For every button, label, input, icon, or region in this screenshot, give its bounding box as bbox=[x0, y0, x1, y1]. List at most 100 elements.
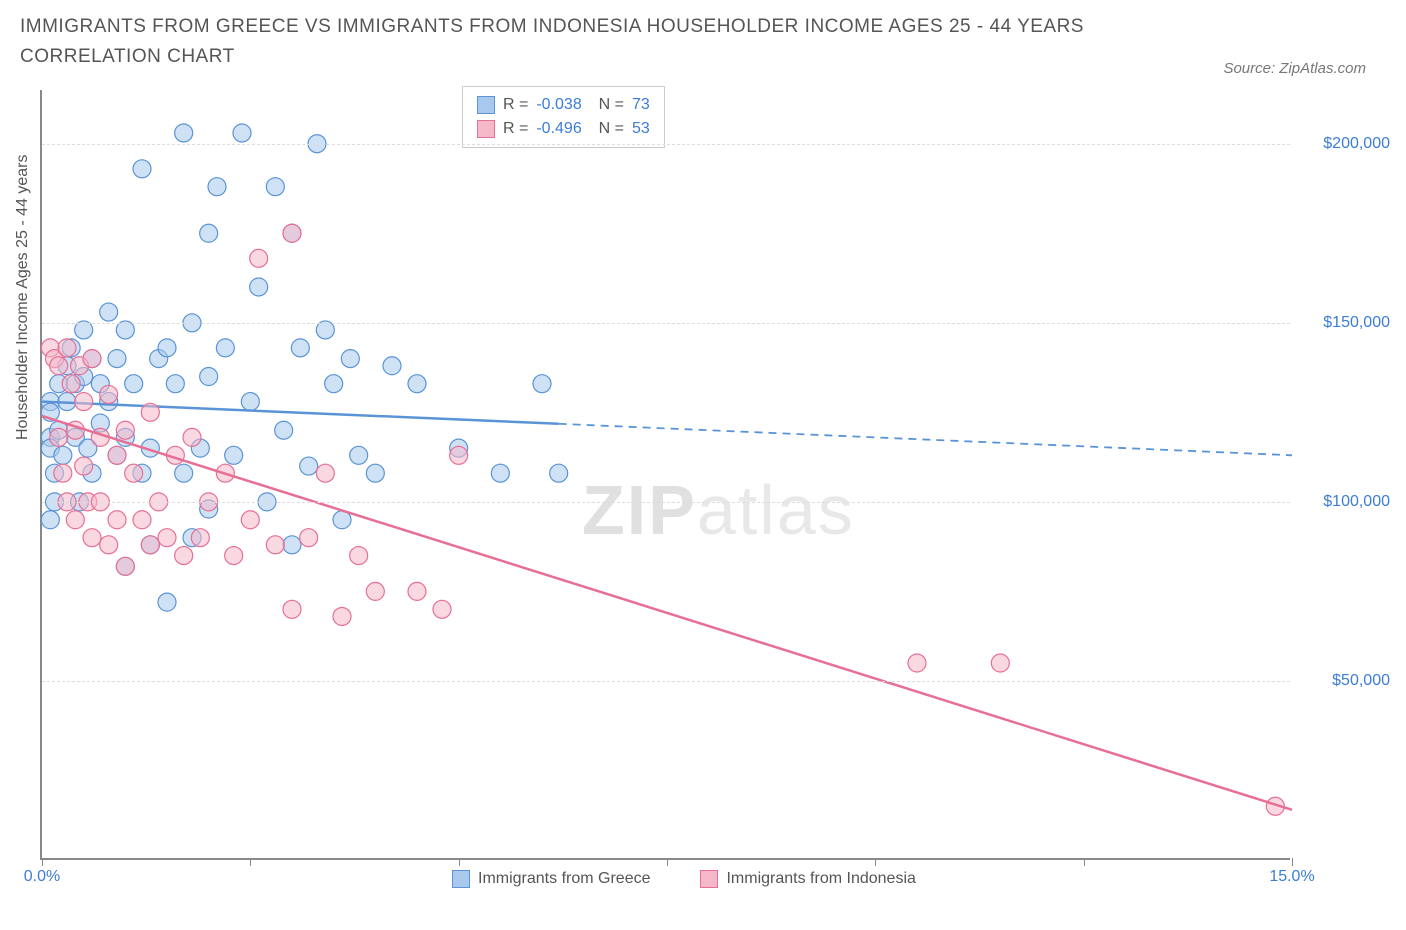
scatter-point bbox=[166, 375, 184, 393]
scatter-point bbox=[200, 224, 218, 242]
legend-item-indonesia: Immigrants from Indonesia bbox=[700, 870, 915, 888]
scatter-point bbox=[241, 393, 259, 411]
x-tick bbox=[459, 858, 460, 866]
scatter-point bbox=[58, 339, 76, 357]
scatter-point bbox=[125, 464, 143, 482]
scatter-point bbox=[225, 446, 243, 464]
scatter-point bbox=[141, 536, 159, 554]
scatter-point bbox=[333, 607, 351, 625]
scatter-point bbox=[408, 582, 426, 600]
trend-line bbox=[42, 402, 559, 424]
swatch-indonesia-icon bbox=[700, 870, 718, 888]
scatter-point bbox=[133, 511, 151, 529]
x-tick bbox=[42, 858, 43, 866]
scatter-point bbox=[241, 511, 259, 529]
y-tick-label: $200,000 bbox=[1300, 135, 1390, 153]
scatter-point bbox=[341, 350, 359, 368]
scatter-point bbox=[408, 375, 426, 393]
scatter-point bbox=[100, 303, 118, 321]
scatter-point bbox=[191, 529, 209, 547]
y-tick-label: $50,000 bbox=[1300, 672, 1390, 690]
scatter-point bbox=[108, 511, 126, 529]
scatter-point bbox=[54, 446, 72, 464]
x-tick bbox=[667, 858, 668, 866]
x-tick bbox=[1292, 858, 1293, 866]
swatch-greece-icon bbox=[452, 870, 470, 888]
gridline bbox=[42, 144, 1290, 145]
scatter-point bbox=[266, 178, 284, 196]
scatter-point bbox=[83, 350, 101, 368]
scatter-point bbox=[491, 464, 509, 482]
scatter-point bbox=[50, 428, 68, 446]
scatter-point bbox=[250, 278, 268, 296]
chart-title: IMMIGRANTS FROM GREECE VS IMMIGRANTS FRO… bbox=[20, 12, 1140, 73]
scatter-point bbox=[350, 446, 368, 464]
trend-line-extrapolated bbox=[559, 424, 1292, 456]
scatter-point bbox=[141, 403, 159, 421]
scatter-point bbox=[83, 529, 101, 547]
scatter-point bbox=[533, 375, 551, 393]
chart-plot-area: ZIPatlas R = -0.038 N = 73 R = -0.496 N … bbox=[40, 90, 1290, 860]
scatter-point bbox=[116, 557, 134, 575]
scatter-point bbox=[300, 529, 318, 547]
scatter-point bbox=[66, 511, 84, 529]
scatter-point bbox=[116, 421, 134, 439]
x-tick bbox=[250, 858, 251, 866]
stats-row-greece: R = -0.038 N = 73 bbox=[477, 93, 650, 117]
scatter-point bbox=[266, 536, 284, 554]
scatter-point bbox=[125, 375, 143, 393]
gridline bbox=[42, 323, 1290, 324]
scatter-point bbox=[550, 464, 568, 482]
x-tick-label: 0.0% bbox=[24, 868, 60, 886]
scatter-point bbox=[225, 547, 243, 565]
legend-item-greece: Immigrants from Greece bbox=[452, 870, 650, 888]
scatter-point bbox=[175, 547, 193, 565]
scatter-point bbox=[175, 464, 193, 482]
scatter-point bbox=[450, 446, 468, 464]
x-tick-label: 15.0% bbox=[1269, 868, 1314, 886]
stats-row-indonesia: R = -0.496 N = 53 bbox=[477, 117, 650, 141]
scatter-point bbox=[316, 464, 334, 482]
scatter-point bbox=[216, 339, 234, 357]
scatter-point bbox=[208, 178, 226, 196]
y-axis-label: Householder Income Ages 25 - 44 years bbox=[14, 155, 32, 441]
scatter-point bbox=[250, 249, 268, 267]
trend-line bbox=[42, 416, 1292, 810]
scatter-point bbox=[75, 457, 93, 475]
legend-label: Immigrants from Indonesia bbox=[726, 870, 915, 888]
scatter-point bbox=[158, 529, 176, 547]
legend-label: Immigrants from Greece bbox=[478, 870, 650, 888]
scatter-point bbox=[158, 339, 176, 357]
scatter-point bbox=[233, 124, 251, 142]
scatter-point bbox=[991, 654, 1009, 672]
scatter-point bbox=[350, 547, 368, 565]
y-tick-label: $150,000 bbox=[1300, 314, 1390, 332]
scatter-point bbox=[291, 339, 309, 357]
x-tick bbox=[875, 858, 876, 866]
scatter-svg bbox=[42, 90, 1290, 858]
scatter-point bbox=[383, 357, 401, 375]
scatter-point bbox=[50, 357, 68, 375]
y-tick-label: $100,000 bbox=[1300, 493, 1390, 511]
swatch-greece bbox=[477, 96, 495, 114]
scatter-point bbox=[325, 375, 343, 393]
scatter-point bbox=[200, 368, 218, 386]
swatch-indonesia bbox=[477, 120, 495, 138]
scatter-point bbox=[100, 385, 118, 403]
bottom-legend: Immigrants from Greece Immigrants from I… bbox=[452, 870, 916, 888]
scatter-point bbox=[283, 600, 301, 618]
scatter-point bbox=[41, 511, 59, 529]
stats-legend-box: R = -0.038 N = 73 R = -0.496 N = 53 bbox=[462, 86, 665, 148]
scatter-point bbox=[100, 536, 118, 554]
scatter-point bbox=[158, 593, 176, 611]
scatter-point bbox=[283, 536, 301, 554]
scatter-point bbox=[433, 600, 451, 618]
scatter-point bbox=[62, 375, 80, 393]
scatter-point bbox=[366, 582, 384, 600]
scatter-point bbox=[366, 464, 384, 482]
scatter-point bbox=[908, 654, 926, 672]
scatter-point bbox=[283, 224, 301, 242]
x-tick bbox=[1084, 858, 1085, 866]
scatter-point bbox=[54, 464, 72, 482]
source-attribution: Source: ZipAtlas.com bbox=[1223, 60, 1366, 77]
